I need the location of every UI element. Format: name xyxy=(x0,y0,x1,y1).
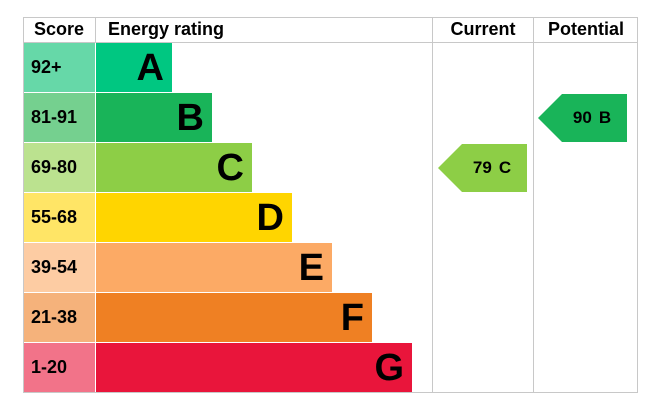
score-label: 39-54 xyxy=(31,257,77,277)
potential-label: 90 B xyxy=(573,108,611,127)
rating-bar xyxy=(96,343,412,392)
potential-value: 90 xyxy=(573,108,592,127)
band-letter: E xyxy=(299,247,324,289)
band-letter: G xyxy=(374,347,404,389)
band-letter: B xyxy=(177,97,204,139)
rating-header: Energy rating xyxy=(108,19,224,39)
rating-bar xyxy=(96,43,172,92)
score-label: 1-20 xyxy=(31,357,67,377)
current-label: 79 C xyxy=(473,158,511,177)
current-arrow xyxy=(438,144,527,192)
current-header: Current xyxy=(450,19,515,39)
potential-arrow xyxy=(538,94,627,142)
score-label: 92+ xyxy=(31,57,62,77)
table-grid xyxy=(23,17,638,393)
score-cell xyxy=(24,343,95,392)
band-letter: F xyxy=(341,297,364,339)
rating-bar xyxy=(96,193,292,242)
band-letter: C xyxy=(217,147,244,189)
score-label: 69-80 xyxy=(31,157,77,177)
rating-bar xyxy=(96,93,212,142)
score-header: Score xyxy=(34,19,84,39)
potential-header: Potential xyxy=(548,19,624,39)
score-label: 81-91 xyxy=(31,107,77,127)
score-cell xyxy=(24,193,95,242)
band-letter: D xyxy=(257,197,284,239)
band-letter: A xyxy=(137,47,164,89)
score-label: 55-68 xyxy=(31,207,77,227)
score-cell xyxy=(24,243,95,292)
score-cell xyxy=(24,293,95,342)
potential-band: B xyxy=(599,108,611,127)
current-value: 79 xyxy=(473,158,492,177)
rating-bar xyxy=(96,243,332,292)
score-label: 21-38 xyxy=(31,307,77,327)
score-cell xyxy=(24,143,95,192)
rating-bar xyxy=(96,293,372,342)
score-cell xyxy=(24,43,95,92)
current-band: C xyxy=(499,158,511,177)
score-cell xyxy=(24,93,95,142)
rating-bar xyxy=(96,143,252,192)
